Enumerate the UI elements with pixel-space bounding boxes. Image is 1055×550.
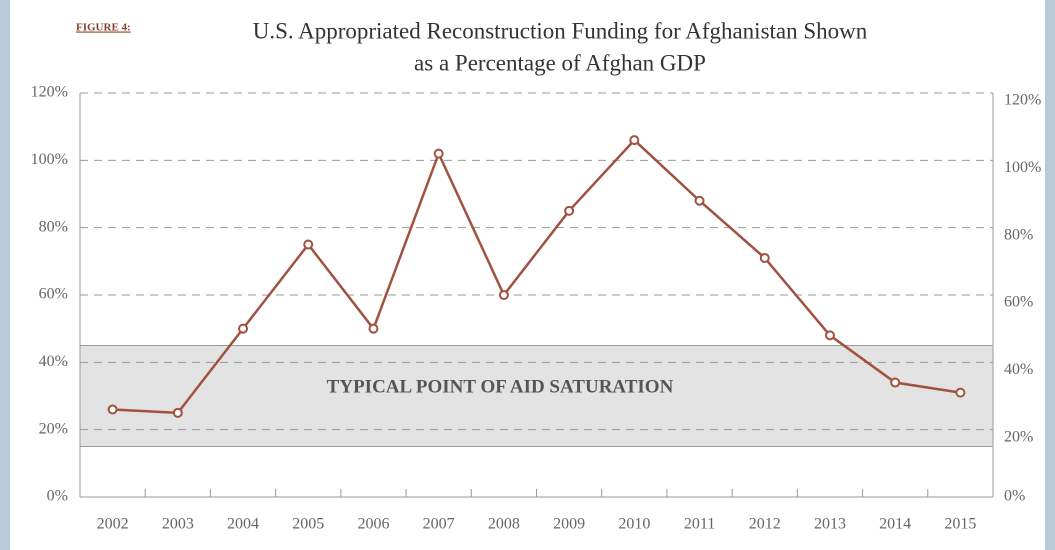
point bbox=[759, 252, 770, 263]
y2-tick-label: 100% bbox=[1004, 159, 1041, 176]
y2-tick-label: 40% bbox=[1004, 361, 1033, 378]
point bbox=[172, 407, 183, 418]
x-tick-label: 2007 bbox=[423, 516, 455, 533]
band-label: TYPICAL POINT OF AID SATURATION bbox=[327, 376, 674, 397]
point bbox=[890, 377, 901, 388]
point bbox=[107, 404, 118, 415]
point bbox=[694, 195, 705, 206]
point bbox=[498, 290, 509, 300]
x-tick-label: 2011 bbox=[684, 516, 715, 533]
y2-tick-label: 80% bbox=[1004, 226, 1033, 243]
panel bbox=[10, 0, 1045, 550]
y-tick-label: 20% bbox=[39, 420, 68, 437]
x-tick-label: 2009 bbox=[553, 516, 585, 533]
point bbox=[433, 148, 444, 159]
point bbox=[238, 323, 249, 334]
y-tick-label: 40% bbox=[39, 353, 68, 370]
y-tick-label: 100% bbox=[31, 151, 68, 168]
y2-tick-label: 60% bbox=[1004, 294, 1033, 311]
x-tick-label: 2008 bbox=[488, 516, 520, 533]
y-tick-label: 60% bbox=[39, 286, 68, 303]
x-tick-label: 2002 bbox=[97, 516, 129, 533]
y-tick-label: 80% bbox=[39, 218, 68, 235]
x-tick-label: 2013 bbox=[814, 516, 846, 533]
x-tick-label: 2010 bbox=[618, 516, 650, 533]
point bbox=[824, 330, 835, 341]
figure-label: FIGURE 4: bbox=[76, 22, 131, 34]
chart-title: as a Percentage of Afghan GDP bbox=[414, 50, 706, 75]
y2-tick-label: 20% bbox=[1004, 428, 1033, 445]
y-tick-label: 0% bbox=[47, 488, 68, 505]
x-tick-label: 2006 bbox=[357, 516, 389, 533]
y2-tick-label: 120% bbox=[1004, 92, 1041, 109]
x-tick-label: 2005 bbox=[292, 516, 324, 533]
x-tick-label: 2004 bbox=[227, 516, 259, 533]
point bbox=[629, 135, 640, 146]
y-tick-label: 120% bbox=[31, 84, 68, 101]
x-tick-label: 2014 bbox=[879, 516, 911, 533]
point bbox=[368, 323, 379, 334]
y2-tick-label: 0% bbox=[1004, 488, 1025, 505]
point bbox=[303, 239, 314, 250]
point bbox=[955, 387, 966, 398]
x-tick-label: 2015 bbox=[944, 516, 976, 533]
chart-title: U.S. Appropriated Reconstruction Funding… bbox=[253, 18, 868, 43]
series-line bbox=[112, 138, 961, 415]
x-tick-label: 2003 bbox=[162, 516, 194, 533]
x-tick-label: 2012 bbox=[749, 516, 781, 533]
point bbox=[564, 205, 575, 216]
